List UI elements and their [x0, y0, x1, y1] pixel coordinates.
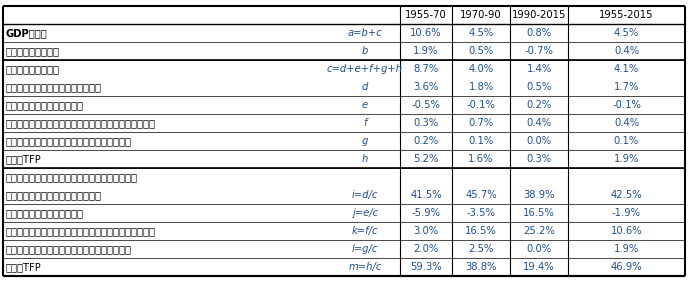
Text: -1.9%: -1.9% — [612, 208, 641, 218]
Text: 3.0%: 3.0% — [413, 226, 438, 236]
Text: 0.3%: 0.3% — [413, 118, 438, 128]
Text: 4.1%: 4.1% — [614, 64, 639, 74]
Text: 0.1%: 0.1% — [614, 136, 639, 146]
Text: 0.2%: 0.2% — [413, 136, 439, 146]
Text: 1.7%: 1.7% — [614, 82, 639, 92]
Text: 0.1%: 0.1% — [469, 136, 493, 146]
Text: うち資本サービス投入増加の寄与: うち資本サービス投入増加の寄与 — [6, 82, 102, 92]
Text: 16.5%: 16.5% — [465, 226, 497, 236]
Text: 1.9%: 1.9% — [614, 154, 639, 164]
Text: 10.6%: 10.6% — [410, 28, 442, 38]
Text: 59.3%: 59.3% — [410, 262, 442, 272]
Text: -5.9%: -5.9% — [411, 208, 440, 218]
Text: i=d/c: i=d/c — [352, 190, 378, 200]
Text: 0.4%: 0.4% — [614, 118, 639, 128]
Text: 1955-2015: 1955-2015 — [599, 10, 654, 20]
Text: -0.7%: -0.7% — [524, 46, 553, 56]
Text: 38.9%: 38.9% — [524, 190, 555, 200]
Text: 0.8%: 0.8% — [526, 28, 552, 38]
Text: 10.6%: 10.6% — [611, 226, 643, 236]
Text: -3.5%: -3.5% — [466, 208, 495, 218]
Text: 0.0%: 0.0% — [526, 244, 552, 254]
Text: 8.7%: 8.7% — [413, 64, 439, 74]
Text: うち総労働時間増加の寄与: うち総労働時間増加の寄与 — [6, 100, 84, 110]
Text: 41.5%: 41.5% — [410, 190, 442, 200]
Text: 4.5%: 4.5% — [469, 28, 493, 38]
Text: 0.4%: 0.4% — [526, 118, 552, 128]
Text: 4.5%: 4.5% — [614, 28, 639, 38]
Text: うち資本サービス投入増加の寄与: うち資本サービス投入増加の寄与 — [6, 190, 102, 200]
Text: 1.6%: 1.6% — [469, 154, 494, 164]
Text: 19.4%: 19.4% — [523, 262, 555, 272]
Text: GDP成長率: GDP成長率 — [6, 28, 47, 38]
Text: 労働生産性の上昇率: 労働生産性の上昇率 — [6, 64, 60, 74]
Text: 1.9%: 1.9% — [614, 244, 639, 254]
Text: 45.7%: 45.7% — [465, 190, 497, 200]
Text: うち労働の質上昇の寄与（産業間再配分効果を除く）: うち労働の質上昇の寄与（産業間再配分効果を除く） — [6, 226, 156, 236]
Text: 1970-90: 1970-90 — [460, 10, 502, 20]
Text: f: f — [363, 118, 367, 128]
Text: うち労働の質上昇の寄与（産業間再配分効果を除く）: うち労働の質上昇の寄与（産業間再配分効果を除く） — [6, 118, 156, 128]
Text: うち総労働時間増加の寄与: うち総労働時間増加の寄与 — [6, 208, 84, 218]
Text: d: d — [362, 82, 368, 92]
Text: 38.8%: 38.8% — [465, 262, 497, 272]
Text: 2.0%: 2.0% — [413, 244, 439, 254]
Text: e: e — [362, 100, 368, 110]
Text: h: h — [362, 154, 368, 164]
Text: うち産業間再配分による労働の質上昇の寄与: うち産業間再配分による労働の質上昇の寄与 — [6, 136, 132, 146]
Text: 0.2%: 0.2% — [526, 100, 552, 110]
Text: 0.0%: 0.0% — [526, 136, 552, 146]
Text: 1.8%: 1.8% — [469, 82, 493, 92]
Text: 0.5%: 0.5% — [526, 82, 552, 92]
Text: 1990-2015: 1990-2015 — [512, 10, 566, 20]
Text: k=f/c: k=f/c — [352, 226, 378, 236]
Text: -0.5%: -0.5% — [411, 100, 440, 110]
Text: -0.1%: -0.1% — [612, 100, 641, 110]
Text: 0.5%: 0.5% — [469, 46, 493, 56]
Text: l=g/c: l=g/c — [352, 244, 378, 254]
Text: j=e/c: j=e/c — [352, 208, 378, 218]
Text: うちTFP: うちTFP — [6, 154, 42, 164]
Text: 2.5%: 2.5% — [469, 244, 494, 254]
Text: 4.0%: 4.0% — [469, 64, 493, 74]
Text: -0.1%: -0.1% — [466, 100, 495, 110]
Text: 労働生産性上昇全体に占める各要因寄与のシェア: 労働生産性上昇全体に占める各要因寄与のシェア — [6, 172, 138, 182]
Text: 1955-70: 1955-70 — [405, 10, 447, 20]
Text: うち産業間再配分による労働の質上昇の寄与: うち産業間再配分による労働の質上昇の寄与 — [6, 244, 132, 254]
Text: 1.9%: 1.9% — [413, 46, 439, 56]
Text: 16.5%: 16.5% — [523, 208, 555, 218]
Text: m=h/c: m=h/c — [348, 262, 382, 272]
Text: 42.5%: 42.5% — [611, 190, 643, 200]
Text: c=d+e+f+g+h: c=d+e+f+g+h — [327, 64, 403, 74]
Text: b: b — [362, 46, 368, 56]
Text: 0.7%: 0.7% — [469, 118, 493, 128]
Text: 46.9%: 46.9% — [611, 262, 643, 272]
Text: 25.2%: 25.2% — [523, 226, 555, 236]
Text: 3.6%: 3.6% — [413, 82, 439, 92]
Text: 5.2%: 5.2% — [413, 154, 439, 164]
Text: 0.3%: 0.3% — [526, 154, 552, 164]
Text: うちTFP: うちTFP — [6, 262, 42, 272]
Text: 1.4%: 1.4% — [526, 64, 552, 74]
Text: 0.4%: 0.4% — [614, 46, 639, 56]
Text: a=b+c: a=b+c — [347, 28, 383, 38]
Text: 総労働時間の増加率: 総労働時間の増加率 — [6, 46, 60, 56]
Text: g: g — [362, 136, 368, 146]
